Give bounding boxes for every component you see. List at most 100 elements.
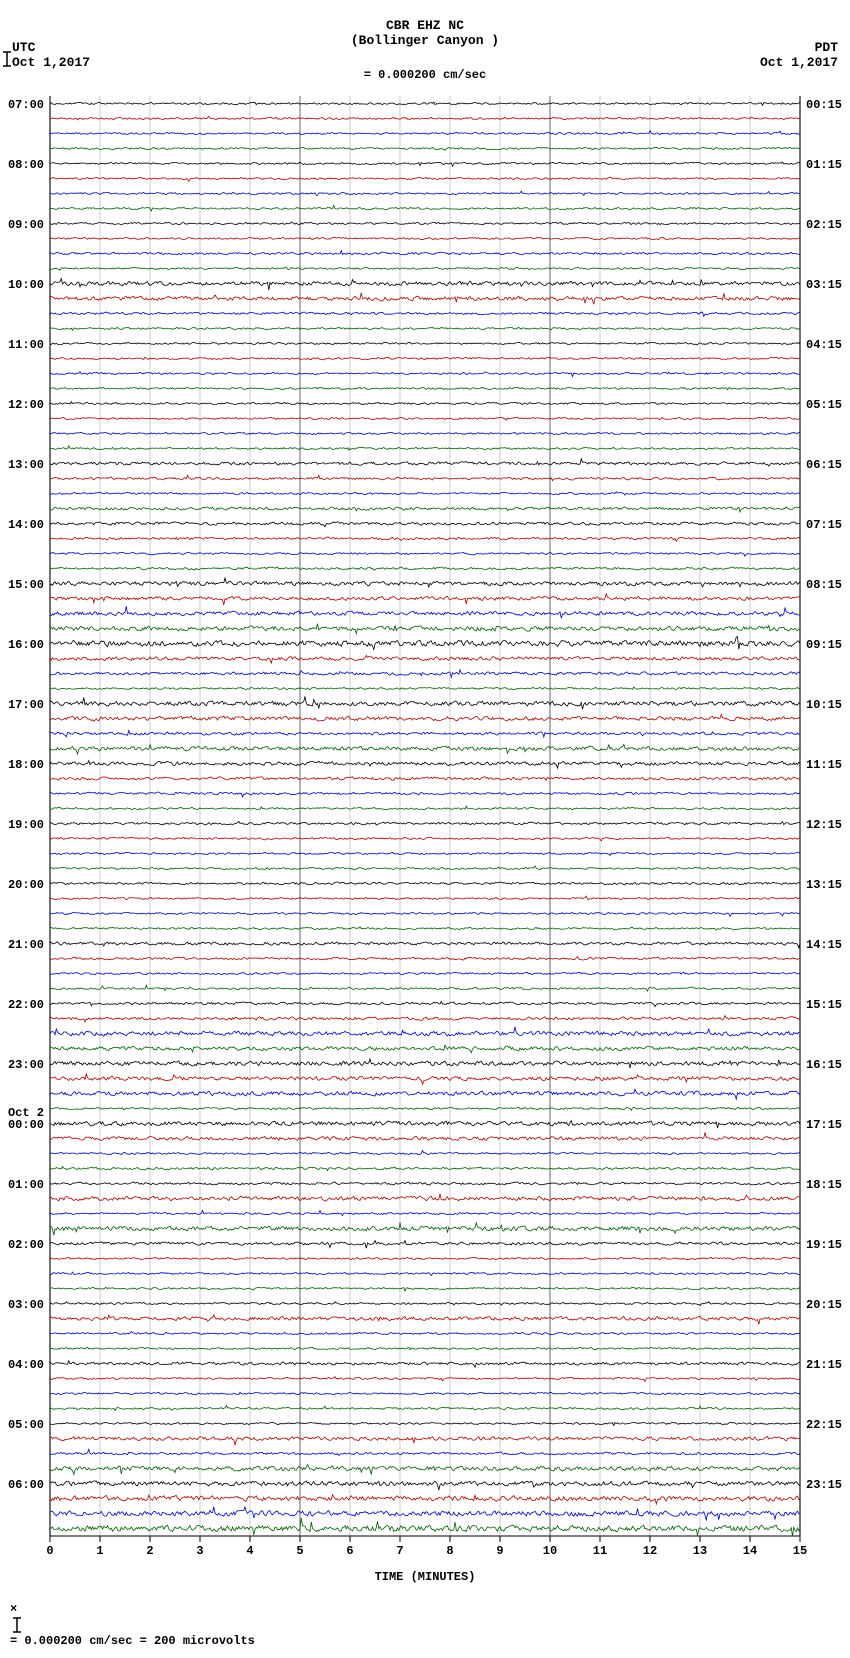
right-time-labels: 00:1501:1502:1503:1504:1505:1506:1507:15… (804, 88, 850, 1566)
seismic-trace (50, 312, 800, 316)
right-hour-label: 14:15 (806, 938, 842, 952)
left-hour-label: 11:00 (8, 338, 44, 352)
seismic-trace (50, 1481, 800, 1490)
seismic-trace (50, 1089, 800, 1099)
seismic-trace (50, 1422, 800, 1425)
seismic-trace (50, 656, 800, 664)
right-hour-label: 15:15 (806, 998, 842, 1012)
seismic-trace (50, 251, 800, 255)
svg-text:12: 12 (643, 1544, 657, 1558)
seismogram-page: UTC Oct 1,2017 PDT Oct 1,2017 CBR EHZ NC… (0, 0, 850, 1658)
right-hour-label: 21:15 (806, 1358, 842, 1372)
seismic-trace (50, 1194, 800, 1201)
seismic-trace (50, 852, 800, 855)
svg-text:13: 13 (693, 1544, 707, 1558)
left-time-labels: 07:0008:0009:0010:0011:0012:0013:0014:00… (0, 88, 46, 1566)
footer-marker: × (10, 1602, 17, 1616)
seismic-trace (50, 237, 800, 239)
seismic-trace (50, 342, 800, 344)
left-hour-label: 01:00 (8, 1178, 44, 1192)
seismic-trace (50, 432, 800, 434)
seismic-trace (50, 761, 800, 769)
seismic-trace (50, 537, 800, 541)
seismic-trace (50, 191, 800, 195)
svg-text:14: 14 (743, 1544, 757, 1558)
svg-text:0: 0 (46, 1544, 53, 1558)
left-hour-label: 19:00 (8, 818, 44, 832)
seismic-trace (50, 102, 800, 105)
footer-scale: × = 0.000200 cm/sec = 200 microvolts (0, 1584, 850, 1658)
svg-text:1: 1 (96, 1544, 103, 1558)
seismogram-svg: 0123456789101112131415 (0, 88, 850, 1566)
seismic-trace (50, 1016, 800, 1022)
location-label: (Bollinger Canyon ) (0, 33, 850, 48)
seismic-trace (50, 552, 800, 556)
seismic-trace (50, 687, 800, 690)
left-hour-label: 16:00 (8, 638, 44, 652)
svg-text:9: 9 (496, 1544, 503, 1558)
seismic-trace (50, 222, 800, 225)
seismic-trace (50, 417, 800, 420)
svg-text:8: 8 (446, 1544, 453, 1558)
seismic-trace (50, 1045, 800, 1053)
left-hour-label: 20:00 (8, 878, 44, 892)
seismic-trace (50, 1437, 800, 1445)
seismic-trace (50, 972, 800, 975)
seismic-trace (50, 1347, 800, 1350)
right-hour-label: 07:15 (806, 518, 842, 532)
seismic-trace (50, 670, 800, 677)
seismic-trace (50, 730, 800, 737)
right-hour-label: 13:15 (806, 878, 842, 892)
seismic-trace (50, 1507, 800, 1521)
left-hour-label: 09:00 (8, 218, 44, 232)
seismic-trace (50, 1074, 800, 1084)
right-hour-label: 00:15 (806, 98, 842, 112)
seismic-trace (50, 372, 800, 377)
x-axis-label: TIME (MINUTES) (0, 1566, 850, 1584)
seismic-trace (50, 1272, 800, 1275)
svg-text:6: 6 (346, 1544, 353, 1558)
left-hour-label: 12:00 (8, 398, 44, 412)
right-hour-label: 10:15 (806, 698, 842, 712)
seismic-trace (50, 1302, 800, 1306)
right-hour-label: 02:15 (806, 218, 842, 232)
left-hour-label: 10:00 (8, 278, 44, 292)
date-right-label: Oct 1,2017 (760, 55, 838, 70)
seismic-trace (50, 927, 800, 930)
seismic-trace (50, 279, 800, 290)
scale-bar-icon (10, 1616, 24, 1634)
seismic-trace (50, 624, 800, 634)
seismic-trace (50, 1518, 800, 1536)
left-hour-label: 13:00 (8, 458, 44, 472)
seismic-trace (50, 606, 800, 618)
seismic-trace (50, 837, 800, 841)
right-hour-label: 19:15 (806, 1238, 842, 1252)
seismic-trace (50, 806, 800, 810)
seismic-trace (50, 1182, 800, 1185)
footer-text: = 0.000200 cm/sec = 200 microvolts (10, 1634, 255, 1648)
seismic-trace (50, 792, 800, 797)
seismic-trace (50, 1210, 800, 1215)
left-hour-label: 02:00 (8, 1238, 44, 1252)
svg-text:4: 4 (246, 1544, 253, 1558)
seismic-trace (50, 1495, 800, 1504)
seismic-trace (50, 594, 800, 605)
left-hour-label: 15:00 (8, 578, 44, 592)
seismic-trace (50, 744, 800, 754)
seismic-trace (50, 1465, 800, 1475)
svg-text:3: 3 (196, 1544, 203, 1558)
seismic-trace (50, 459, 800, 467)
tz-left-label: UTC (12, 40, 90, 55)
right-hour-label: 17:15 (806, 1118, 842, 1132)
header-center: CBR EHZ NC (Bollinger Canyon ) (0, 0, 850, 48)
seismic-trace (50, 1361, 800, 1368)
seismic-trace (50, 327, 800, 330)
seismic-trace (50, 1331, 800, 1334)
seismic-trace (50, 147, 800, 150)
header-left: UTC Oct 1,2017 (12, 40, 90, 70)
seismic-trace (50, 492, 800, 495)
right-hour-label: 03:15 (806, 278, 842, 292)
seismic-trace (50, 912, 800, 916)
seismic-trace (50, 1132, 800, 1140)
seismic-trace (50, 896, 800, 900)
